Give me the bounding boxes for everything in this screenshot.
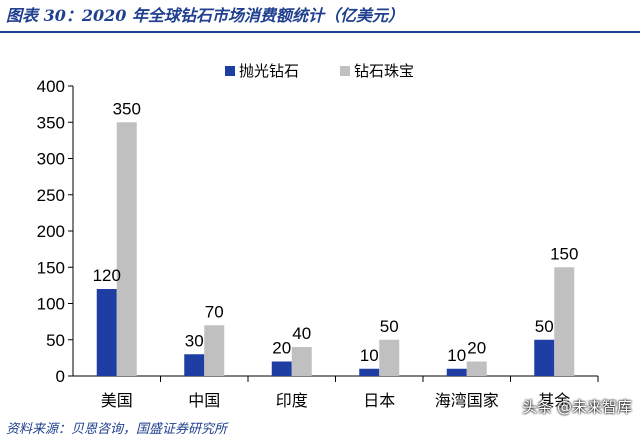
data-label: 350	[113, 99, 141, 118]
bar	[379, 339, 400, 376]
bars	[96, 122, 575, 376]
x-tick-label: 中国	[188, 391, 220, 410]
bar	[184, 354, 205, 376]
bar	[271, 361, 292, 376]
y-tick-label: 350	[37, 113, 65, 132]
legend-label: 钻石珠宝	[354, 62, 414, 80]
y-axis: 0 50 100 150 200 250 300 350 400	[37, 77, 74, 386]
legend-swatch	[225, 66, 235, 76]
x-tick-label: 印度	[276, 391, 308, 410]
legend: 抛光钻石 钻石珠宝	[225, 62, 414, 80]
bar	[554, 267, 575, 376]
data-label: 120	[93, 266, 121, 285]
title-rule	[0, 31, 640, 33]
y-tick-label: 150	[37, 258, 65, 277]
bar	[204, 325, 225, 376]
bar	[534, 339, 555, 376]
y-tick-label: 250	[37, 186, 65, 205]
bar-chart: 抛光钻石 钻石珠宝 0 50 100 150 200 250 300 350 400 美国 中国 印度…	[37, 62, 599, 410]
x-tick-label: 海湾国家	[435, 391, 499, 410]
y-tick-label: 50	[46, 331, 65, 350]
x-tick-label: 美国	[101, 391, 133, 410]
chart-title: 图表 30：2020 年全球钻石市场消费额统计（亿美元）	[6, 6, 404, 25]
bar	[359, 368, 380, 376]
x-tick-label: 日本	[363, 391, 395, 410]
data-label: 70	[205, 302, 224, 321]
legend-swatch	[340, 66, 350, 76]
data-label: 10	[360, 346, 379, 365]
x-tick-label: 其余	[538, 391, 570, 410]
data-label: 20	[467, 339, 486, 358]
data-label: 150	[550, 244, 578, 263]
y-tick-label: 200	[37, 222, 65, 241]
data-label: 50	[380, 317, 399, 336]
bar	[96, 289, 117, 376]
data-label: 50	[535, 317, 554, 336]
legend-label: 抛光钻石	[239, 62, 299, 80]
bar	[466, 361, 487, 376]
bar	[291, 347, 312, 376]
x-axis: 美国 中国 印度 日本 海湾国家 其余	[73, 375, 599, 410]
data-label: 20	[272, 339, 291, 358]
y-tick-label: 100	[37, 295, 65, 314]
y-tick-label: 0	[56, 367, 65, 386]
y-tick-label: 300	[37, 150, 65, 169]
data-label: 40	[292, 324, 311, 343]
bar	[116, 122, 137, 376]
bar	[446, 368, 467, 376]
y-tick-label: 400	[37, 77, 65, 96]
data-label: 10	[447, 346, 466, 365]
data-label: 30	[185, 331, 204, 350]
watermark: 头条 @未来智库	[522, 398, 632, 416]
